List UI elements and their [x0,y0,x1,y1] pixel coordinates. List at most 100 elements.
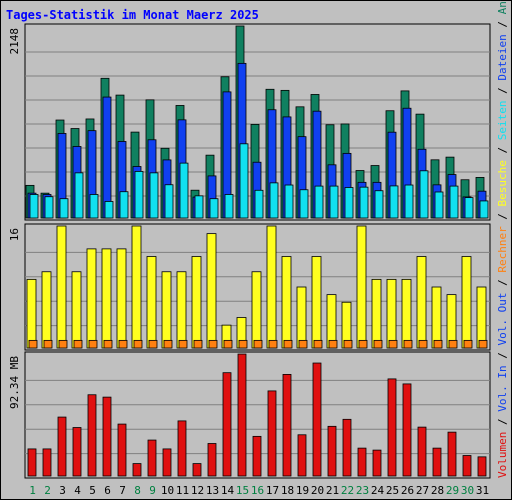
bar-volumen-day-3 [57,416,67,477]
x-tick-label-day-7: 7 [119,484,126,497]
bar-rechner-day-10 [163,339,173,349]
series-legend-vertical: Volumen / Vol. In / Vol. Out / Rechner /… [496,0,509,478]
bar-volumen-day-2 [42,448,52,477]
y-max-label-middle: 16 [8,228,21,241]
x-tick-label-day-4: 4 [74,484,81,497]
bar-volumen-day-16 [252,435,262,477]
bar-volumen-day-30 [462,455,472,477]
bar-seiten-day-30 [464,197,474,219]
bar-seiten-day-24 [374,190,384,219]
bar-besuche-day-7 [116,248,127,349]
legend-segment-0: Volumen [496,432,509,478]
bar-seiten-day-7 [119,191,129,219]
bar-seiten-day-11 [179,162,189,219]
bar-seiten-day-16 [254,189,264,219]
legend-segment-2: Vol. In [496,365,509,411]
bar-volumen-day-22 [342,418,352,477]
bar-volumen-day-19 [297,434,307,477]
bar-volumen-day-15 [237,353,247,477]
x-tick-label-day-6: 6 [104,484,111,497]
x-tick-label-day-19: 19 [296,484,309,497]
bar-rechner-day-1 [28,339,38,349]
bar-besuche-day-6 [101,248,112,349]
bar-volumen-day-14 [222,372,232,477]
bar-besuche-day-30 [461,256,472,349]
legend-segment-12: Dateien [496,34,509,80]
bar-rechner-day-19 [298,339,308,349]
bar-besuche-day-20 [311,256,322,349]
bar-seiten-day-20 [314,185,324,219]
x-tick-label-day-3: 3 [59,484,66,497]
legend-segment-4: Vol. Out [496,293,509,346]
x-tick-label-day-15: 15 [236,484,249,497]
bar-volumen-day-18 [282,373,292,477]
x-tick-label-day-13: 13 [206,484,219,497]
legend-segment-8: Besuche [496,160,509,206]
bar-rechner-day-4 [73,339,83,349]
bar-volumen-day-7 [117,423,127,477]
bar-volumen-day-6 [102,396,112,477]
bar-volumen-day-13 [207,443,217,477]
bar-besuche-day-3 [56,225,67,349]
bar-rechner-day-12 [193,339,203,349]
bar-seiten-day-10 [164,184,174,219]
bar-rechner-day-7 [118,339,128,349]
bar-besuche-day-11 [176,271,187,349]
bar-seiten-day-21 [329,185,339,219]
x-tick-label-day-23: 23 [356,484,369,497]
bar-seiten-day-5 [89,194,99,219]
bar-volumen-day-11 [177,420,187,477]
bar-seiten-day-22 [344,187,354,219]
bar-volumen-day-28 [432,447,442,477]
chart-panels [24,23,491,479]
x-tick-label-day-21: 21 [326,484,339,497]
bar-volumen-day-31 [477,456,487,477]
bar-besuche-day-27 [416,256,427,349]
bar-volumen-day-10 [162,448,172,477]
right-legend-text: Volumen / Vol. In / Vol. Out / Rechner /… [496,0,509,478]
legend-segment-10: Seiten [496,100,509,140]
bar-rechner-day-15 [238,339,248,349]
x-tick-label-day-11: 11 [176,484,189,497]
bar-volumen-day-27 [417,426,427,477]
bar-besuche-day-5 [86,248,97,349]
y-max-label-bottom: 92.34 MB [8,356,21,409]
bar-rechner-day-27 [418,339,428,349]
bar-rechner-day-11 [178,339,188,349]
bar-rechner-day-20 [313,339,323,349]
bar-seiten-day-23 [359,186,369,219]
panel-top [24,23,491,221]
bar-rechner-day-3 [58,339,68,349]
bar-volumen-day-8 [132,463,142,477]
bar-volumen-day-25 [387,378,397,477]
bar-rechner-day-26 [403,339,413,349]
bar-seiten-day-18 [284,184,294,219]
chart-title: Tages-Statistik im Monat Maerz 2025 [6,8,259,22]
bar-volumen-day-26 [402,383,412,477]
bar-rechner-day-24 [373,339,383,349]
bar-rechner-day-8 [133,339,143,349]
x-tick-label-day-22: 22 [341,484,354,497]
bar-seiten-day-15 [239,143,249,219]
bar-rechner-day-31 [478,339,488,349]
bar-rechner-day-28 [433,339,443,349]
bar-besuche-day-26 [401,278,412,349]
bar-seiten-day-14 [224,194,234,219]
legend-segment-3: / [496,346,509,366]
bar-besuche-day-24 [371,278,382,349]
bar-seiten-day-2 [44,196,54,219]
x-tick-label-day-17: 17 [266,484,279,497]
panel-middle [24,223,491,351]
x-tick-label-day-28: 28 [431,484,444,497]
bar-seiten-day-28 [434,191,444,219]
bar-rechner-day-17 [268,339,278,349]
bar-rechner-day-5 [88,339,98,349]
bar-seiten-day-4 [74,172,84,219]
x-tick-label-day-14: 14 [221,484,235,497]
bar-volumen-day-12 [192,463,202,477]
bar-volumen-day-20 [312,362,322,477]
x-tick-label-day-24: 24 [371,484,385,497]
bar-seiten-day-19 [299,189,309,219]
bar-rechner-day-30 [463,339,473,349]
x-tick-label-day-25: 25 [386,484,399,497]
